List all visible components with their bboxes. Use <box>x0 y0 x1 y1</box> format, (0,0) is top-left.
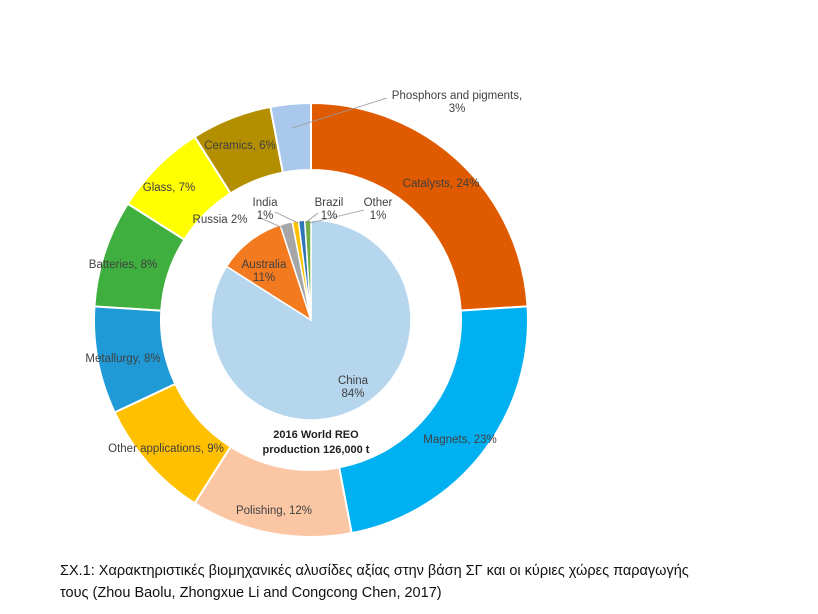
outer-ring-end-uses <box>93 101 529 538</box>
outer-label-ceramics: Ceramics, 6% <box>204 140 276 152</box>
caption-line-2: τους (Zhou Baolu, Zhongxue Li and Congco… <box>60 585 442 601</box>
outer-label-batteries: Batteries, 8% <box>89 259 157 271</box>
inner-slice-other <box>303 219 312 321</box>
outer-label-other-applications: Other applications, 9% <box>108 443 224 455</box>
outer-label-magnets: Magnets, 23% <box>423 434 497 446</box>
outer-label-polishing: Polishing, 12% <box>236 505 312 517</box>
leader-line-5 <box>309 209 365 224</box>
leader-line-2 <box>257 216 284 229</box>
inner-slice-australia <box>225 223 313 322</box>
inner-label-india: India 1% <box>253 197 279 222</box>
leader-line-1 <box>291 97 388 129</box>
slice-labels: Catalysts, 24% Magnets, 23% Polishing, 12%… <box>85 90 522 517</box>
inner-label-other: Other 1% <box>364 197 393 222</box>
outer-label-metallurgy: Metallurgy, 8% <box>85 353 160 365</box>
figure-caption: ΣΧ.1: Χαρακτηριστικές βιομηχανικές αλυσί… <box>60 560 800 604</box>
inner-label-brazil: Brazil 1% <box>315 197 344 222</box>
inner-label-china: China 84% <box>338 375 369 400</box>
inner-pie-producing-countries <box>210 219 412 421</box>
outer-label-phosphors-and-pigments: Phosphors and pigments, 3% <box>392 90 522 115</box>
center-label-line-1: 2016 World REO <box>273 429 359 441</box>
outer-slice-phosphors-and-pigments <box>269 101 312 174</box>
rare-earth-donut-chart: Catalysts, 24% Magnets, 23% Polishing, 12%… <box>85 90 529 538</box>
outer-label-glass: Glass, 7% <box>143 182 195 194</box>
leader-lines <box>257 97 388 229</box>
leader-line-4 <box>304 212 319 224</box>
leader-line-3 <box>274 211 299 224</box>
center-label-line-2: production 126,000 t <box>263 444 370 456</box>
outer-label-catalysts: Catalysts, 24% <box>403 178 480 190</box>
inner-label-russia: Russia 2% <box>193 214 248 226</box>
inner-label-australia: Australia 11% <box>242 259 287 284</box>
caption-line-1: ΣΧ.1: Χαρακτηριστικές βιομηχανικές αλυσί… <box>60 563 689 579</box>
